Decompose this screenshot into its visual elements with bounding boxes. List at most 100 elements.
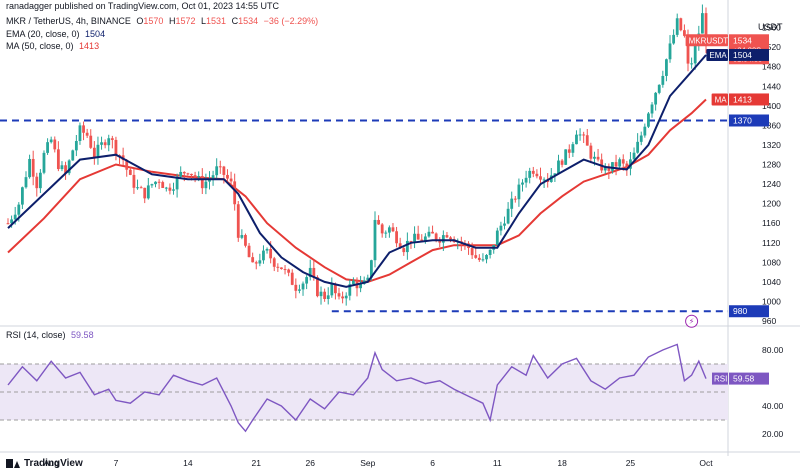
candle-body xyxy=(387,227,391,233)
candle-body xyxy=(603,166,607,171)
candle-body xyxy=(542,179,546,181)
price-tick-label: 1520 xyxy=(762,42,781,52)
candle-body xyxy=(211,175,215,180)
candle-body xyxy=(506,208,510,224)
candle-body xyxy=(168,187,172,191)
candle-body xyxy=(244,235,247,246)
rsi-tag-box xyxy=(729,372,769,385)
published-by: ranadagger published on TradingView.com,… xyxy=(6,1,280,11)
candle-body xyxy=(272,258,276,267)
candle-body xyxy=(668,43,672,60)
time-label: 21 xyxy=(252,458,262,468)
candle-body xyxy=(593,156,596,159)
ema-legend[interactable]: EMA (20, close, 0) 1504 xyxy=(6,29,106,39)
symbol-line: MKR / TetherUS, 4h, BINANCE O1570 H1572 … xyxy=(6,16,318,26)
candle-body xyxy=(125,160,129,170)
price-tick-label: 1120 xyxy=(762,238,781,248)
candle-body xyxy=(625,163,629,169)
candle-body xyxy=(474,255,478,258)
candle-body xyxy=(71,150,75,161)
candle-body xyxy=(290,272,294,285)
candle-body xyxy=(495,230,499,246)
candle-body xyxy=(6,223,10,225)
currency-label[interactable]: USDT xyxy=(758,22,783,32)
candle-body xyxy=(510,198,514,209)
candle-body xyxy=(107,138,111,146)
candle-body xyxy=(384,232,388,234)
candle-body xyxy=(409,240,413,242)
ohlc-open: 1570 xyxy=(143,16,164,26)
candle-body xyxy=(190,173,193,176)
tradingview-brand: TradingView xyxy=(24,458,83,469)
price-tag-box xyxy=(729,114,769,127)
candle-body xyxy=(334,283,337,294)
candle-body xyxy=(154,181,157,185)
candle-body xyxy=(679,18,683,31)
candle-body xyxy=(621,159,625,164)
candle-body xyxy=(402,248,406,253)
event-lightning-icon xyxy=(685,314,699,328)
candle-body xyxy=(503,223,506,226)
candle-body xyxy=(229,178,233,182)
candle-body xyxy=(657,84,661,93)
price-tick-label: 1240 xyxy=(762,179,781,189)
candle-body xyxy=(265,248,269,251)
candle-body xyxy=(301,283,305,290)
candle-body xyxy=(46,142,49,153)
candle-body xyxy=(683,30,686,36)
price-tick-label: 1160 xyxy=(762,218,781,228)
candle-body xyxy=(132,174,136,188)
candle-body xyxy=(49,139,53,143)
candle-body xyxy=(172,189,175,191)
candle-body xyxy=(377,219,380,225)
event-lightning-glyph: ⚡ xyxy=(689,317,695,326)
candle-body xyxy=(287,269,291,273)
candle-body xyxy=(420,239,424,242)
candle-body xyxy=(398,243,402,249)
candle-body xyxy=(208,179,211,182)
candle-body xyxy=(395,231,398,244)
candle-body xyxy=(60,165,64,170)
rsi-legend[interactable]: RSI (14, close) 59.58 xyxy=(6,330,94,340)
candle-body xyxy=(337,293,341,297)
price-tag-l980: 980 xyxy=(729,305,769,318)
price-tag-value: 980 xyxy=(733,306,747,316)
candle-body xyxy=(128,169,132,175)
candle-body xyxy=(575,134,578,145)
candle-body xyxy=(89,135,93,148)
candle-body xyxy=(193,175,197,178)
candle-body xyxy=(373,219,377,261)
price-tick-label: 960 xyxy=(762,316,776,326)
rsi-tag-label: RSI xyxy=(714,375,727,384)
ma-legend[interactable]: MA (50, close, 0) 1413 xyxy=(6,41,100,51)
ohlc-change: −36 (−2.29%) xyxy=(263,16,319,26)
candle-body xyxy=(114,139,118,156)
price-tag-label: EMA xyxy=(709,51,727,60)
price-tick-label: 1360 xyxy=(762,120,781,130)
candle-body xyxy=(672,34,676,44)
candle-body xyxy=(477,257,481,260)
ohlc-close-label: C xyxy=(231,16,239,26)
rsi-panel xyxy=(0,343,728,433)
candle-body xyxy=(693,44,697,64)
candle-body xyxy=(200,176,204,189)
candle-body xyxy=(67,160,71,174)
candle-body xyxy=(639,135,643,142)
candle-body xyxy=(218,166,222,168)
candle-body xyxy=(17,204,21,215)
candle-body xyxy=(481,259,485,261)
time-label: Sep xyxy=(360,458,375,468)
candle-body xyxy=(413,233,416,242)
ohlc-high-label: H xyxy=(168,16,176,26)
price-tick-label: 1560 xyxy=(762,23,781,33)
candle-body xyxy=(42,152,46,173)
ohlc-close: 1534 xyxy=(238,16,259,26)
tradingview-logo[interactable]: TradingView xyxy=(6,458,83,469)
candle-body xyxy=(38,172,42,189)
time-label: 6 xyxy=(430,458,435,468)
candle-body xyxy=(647,113,650,127)
candle-body xyxy=(567,149,571,153)
candle-body xyxy=(103,142,107,146)
candle-body xyxy=(654,92,658,105)
